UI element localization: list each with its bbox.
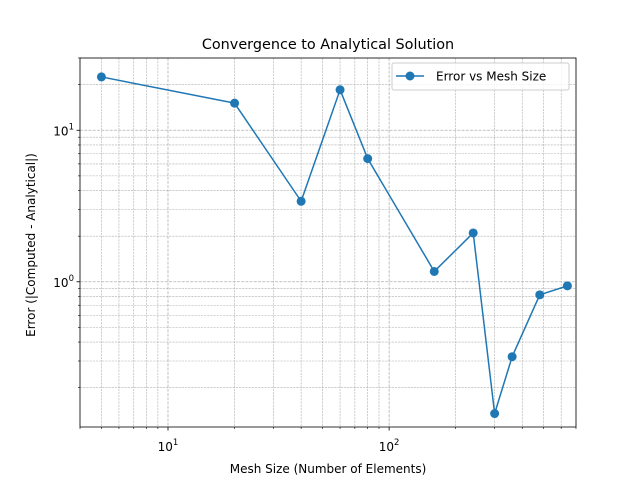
- legend-box: [391, 62, 570, 91]
- data-point: [507, 352, 517, 362]
- data-point: [535, 290, 545, 300]
- axis-ticks: 101 102 100 101: [53, 57, 577, 454]
- series-markers: [96, 72, 572, 419]
- legend-label: Error vs Mesh Size: [436, 70, 546, 84]
- x-tick-label: 101: [158, 438, 179, 454]
- data-point: [363, 154, 373, 164]
- data-point: [296, 196, 306, 206]
- x-axis-label: Mesh Size (Number of Elements): [230, 462, 427, 476]
- data-point: [96, 72, 106, 82]
- chart-title: Convergence to Analytical Solution: [202, 37, 454, 53]
- legend: Error vs Mesh Size: [391, 62, 570, 91]
- legend-marker-swatch: [405, 71, 415, 81]
- data-point: [429, 266, 439, 276]
- data-point: [335, 85, 345, 95]
- y-tick-label: 100: [53, 274, 74, 290]
- data-point: [562, 281, 572, 291]
- data-point: [490, 409, 500, 419]
- axes-frame: [79, 57, 577, 428]
- y-tick-label: 101: [53, 122, 74, 138]
- data-point: [468, 228, 478, 238]
- x-tick-label: 102: [379, 438, 400, 454]
- data-point: [230, 98, 240, 108]
- y-axis-label: Error (|Computed - Analytical|): [24, 153, 38, 337]
